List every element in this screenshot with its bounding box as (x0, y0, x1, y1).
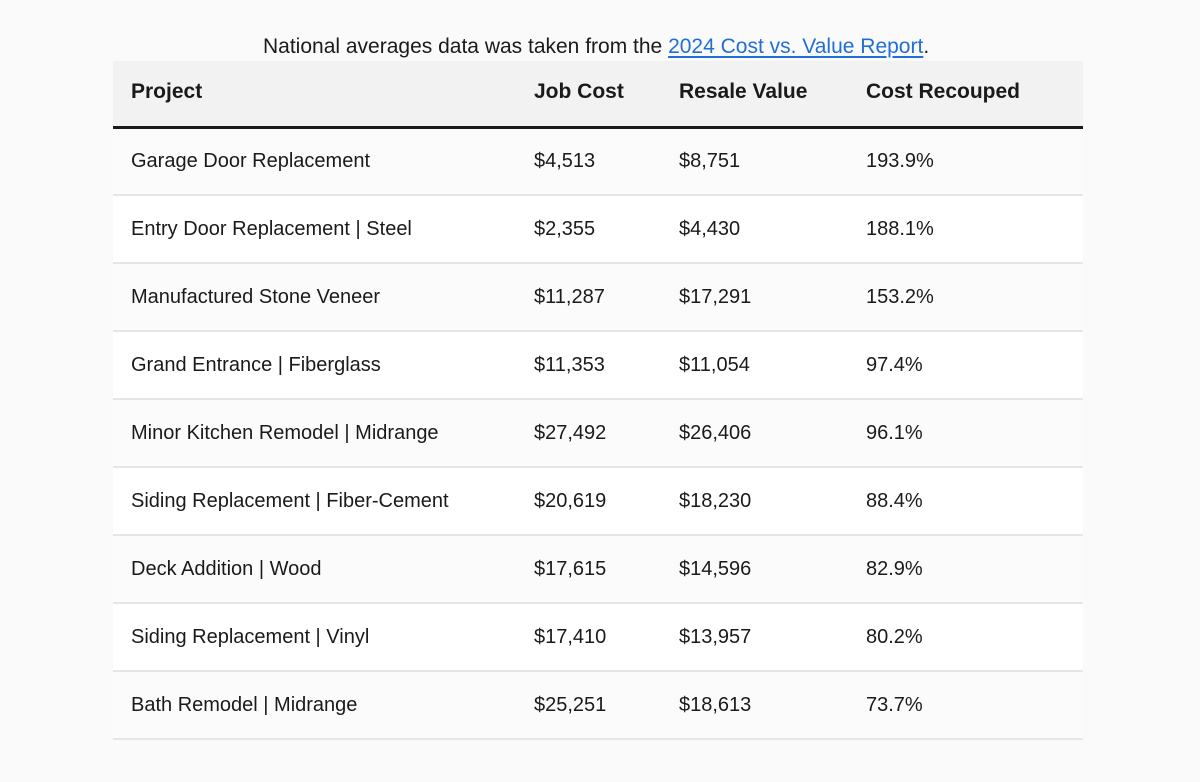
cell-resale-value: $14,596 (679, 557, 752, 580)
cell-job-cost: $11,287 (534, 285, 605, 308)
caption-suffix: . (923, 35, 930, 58)
table-row: Manufactured Stone Veneer $11,287 $17,29… (113, 263, 1083, 331)
cell-cost-recouped: 193.9% (866, 149, 934, 172)
cell-cost-recouped: 73.7% (866, 693, 923, 716)
header-row: Project Job Cost Resale Value Cost Recou… (113, 61, 1083, 127)
column-header-job-cost: Job Cost (534, 80, 624, 104)
column-header-resale-value: Resale Value (679, 80, 808, 104)
cell-resale-value: $18,613 (679, 693, 752, 716)
cell-cost-recouped: 80.2% (866, 625, 923, 648)
cell-resale-value: $4,430 (679, 217, 741, 240)
cell-cost-recouped: 96.1% (866, 421, 923, 444)
cell-cost-recouped: 188.1% (866, 217, 934, 240)
table-row: Siding Replacement | Fiber-Cement $20,61… (113, 467, 1083, 535)
table-row: Bath Remodel | Midrange $25,251 $18,613 … (113, 671, 1083, 739)
column-header-cost-recouped: Cost Recouped (866, 80, 1021, 104)
caption-prefix: National averages data was taken from th… (263, 35, 669, 58)
cell-project: Deck Addition | Wood (131, 557, 322, 580)
cell-job-cost: $27,492 (534, 421, 607, 444)
source-caption: National averages data was taken from th… (263, 33, 929, 61)
cell-cost-recouped: 88.4% (866, 489, 923, 512)
cell-resale-value: $18,230 (679, 489, 752, 512)
table-row: Siding Replacement | Vinyl $17,410 $13,9… (113, 603, 1083, 671)
cell-resale-value: $17,291 (679, 285, 752, 308)
cell-project: Manufactured Stone Veneer (131, 285, 381, 308)
cost-vs-value-table: Project Job Cost Resale Value Cost Recou… (113, 61, 1083, 740)
column-header-project: Project (131, 80, 203, 104)
cell-project: Minor Kitchen Remodel | Midrange (131, 421, 439, 444)
cell-project: Grand Entrance | Fiberglass (131, 353, 381, 376)
cell-cost-recouped: 82.9% (866, 557, 923, 580)
table-row: Minor Kitchen Remodel | Midrange $27,492… (113, 399, 1083, 467)
cost-vs-value-report-link[interactable]: 2024 Cost vs. Value Report (668, 35, 924, 58)
table-row: Entry Door Replacement | Steel $2,355 $4… (113, 195, 1083, 263)
cell-job-cost: $11,353 (534, 353, 605, 376)
cell-project: Siding Replacement | Fiber-Cement (131, 489, 449, 512)
table-row: Deck Addition | Wood $17,615 $14,596 82.… (113, 535, 1083, 603)
cell-job-cost: $25,251 (534, 693, 607, 716)
table-row: Grand Entrance | Fiberglass $11,353 $11,… (113, 331, 1083, 399)
cell-project: Siding Replacement | Vinyl (131, 625, 370, 648)
cell-job-cost: $20,619 (534, 489, 607, 512)
cell-resale-value: $26,406 (679, 421, 752, 444)
cell-job-cost: $4,513 (534, 149, 596, 172)
cell-project: Entry Door Replacement | Steel (131, 217, 412, 240)
cell-job-cost: $17,615 (534, 557, 607, 580)
cell-resale-value: $11,054 (679, 353, 750, 376)
cell-project: Bath Remodel | Midrange (131, 693, 358, 716)
cell-project: Garage Door Replacement (131, 149, 371, 172)
cell-cost-recouped: 97.4% (866, 353, 923, 376)
cell-job-cost: $2,355 (534, 217, 596, 240)
table-row: Garage Door Replacement $4,513 $8,751 19… (113, 127, 1083, 195)
cell-resale-value: $13,957 (679, 625, 752, 648)
cell-job-cost: $17,410 (534, 625, 607, 648)
table-body: Garage Door Replacement $4,513 $8,751 19… (113, 127, 1083, 739)
table-header: Project Job Cost Resale Value Cost Recou… (113, 61, 1083, 127)
cell-cost-recouped: 153.2% (866, 285, 934, 308)
cell-resale-value: $8,751 (679, 149, 741, 172)
